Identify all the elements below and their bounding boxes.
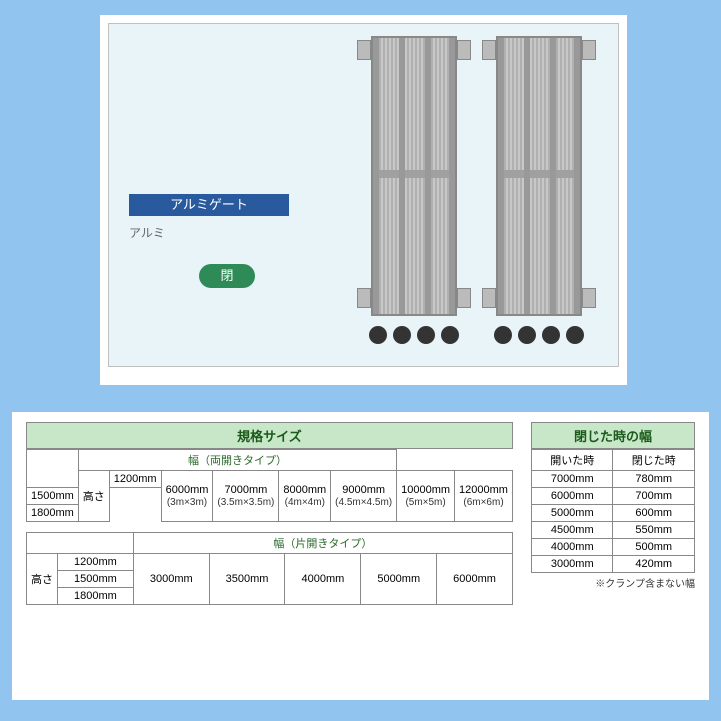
product-title: アルミゲート [129, 194, 289, 216]
product-panel: アルミゲート アルミ 閉 [100, 15, 627, 385]
material-label: アルミ [129, 224, 165, 241]
height-axis-label-2: 高さ [27, 554, 58, 605]
single-width-table: 幅（片開きタイプ） 高さ 1200mm 3000mm 3500mm 4000mm… [26, 532, 513, 605]
closed-width-section: 閉じた時の幅 開いた時 閉じた時 7000mm780mm 6000mm700mm… [531, 422, 695, 590]
double-width-header: 幅（両開きタイプ） [78, 450, 396, 471]
product-inner: アルミゲート アルミ 閉 [108, 23, 619, 367]
tables-panel: 規格サイズ 幅（両開きタイプ） 高さ 1200mm 6000mm(3m×3m) … [12, 412, 709, 700]
closed-title: 閉じた時の幅 [531, 422, 695, 449]
height-cell: 1800mm [27, 505, 79, 522]
height-cell: 1500mm [58, 571, 134, 588]
closed-width-table: 開いた時 閉じた時 7000mm780mm 6000mm700mm 5000mm… [531, 449, 695, 573]
height-cell: 1200mm [58, 554, 134, 571]
closed-header: 閉じた時 [613, 450, 695, 471]
single-width-header: 幅（片開きタイプ） [133, 533, 512, 554]
gate-illustration-right [484, 36, 594, 346]
open-header: 開いた時 [531, 450, 613, 471]
footnote: ※クランプ含まない幅 [531, 575, 695, 590]
state-badge-closed: 閉 [199, 264, 255, 288]
spec-title: 規格サイズ [26, 422, 513, 449]
height-cell: 1500mm [27, 488, 79, 505]
spec-tables: 規格サイズ 幅（両開きタイプ） 高さ 1200mm 6000mm(3m×3m) … [26, 422, 513, 605]
gate-illustration-left [359, 36, 469, 346]
double-width-table: 幅（両開きタイプ） 高さ 1200mm 6000mm(3m×3m) 7000mm… [26, 449, 513, 522]
height-cell: 1200mm [109, 471, 161, 488]
height-cell: 1800mm [58, 588, 134, 605]
height-axis-label-1: 高さ [78, 471, 109, 522]
